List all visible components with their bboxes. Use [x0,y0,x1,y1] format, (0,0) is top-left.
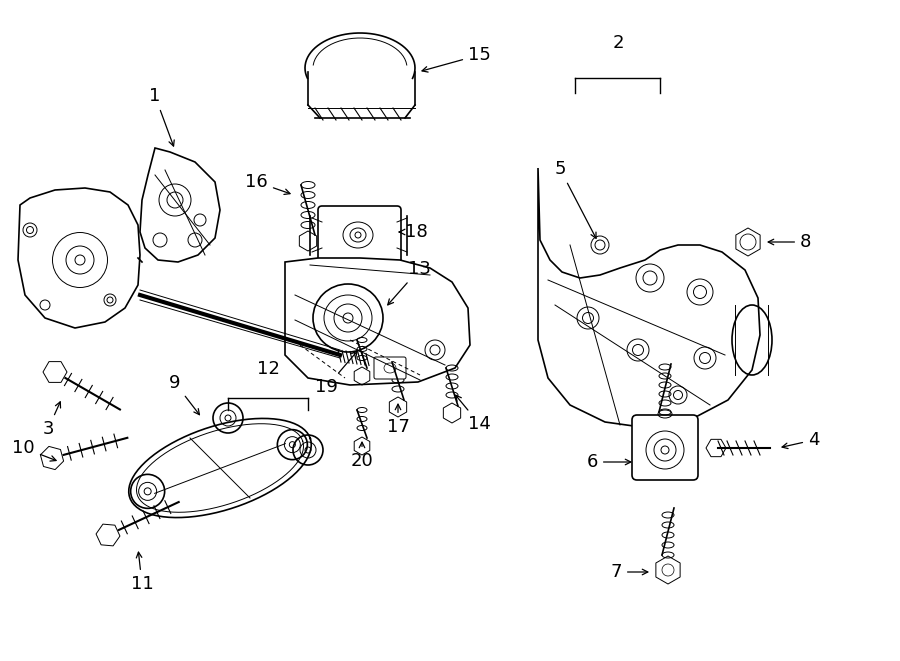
Text: 2: 2 [612,34,624,52]
Text: 18: 18 [399,223,427,241]
Text: 11: 11 [130,552,153,593]
Text: 8: 8 [769,233,812,251]
FancyBboxPatch shape [632,415,698,480]
Text: 17: 17 [387,404,410,436]
Text: 14: 14 [455,395,490,433]
Text: 5: 5 [554,160,596,239]
Polygon shape [538,168,760,428]
Text: 6: 6 [587,453,631,471]
Text: 7: 7 [610,563,648,581]
Text: 16: 16 [245,173,290,194]
FancyBboxPatch shape [318,206,401,264]
Text: 12: 12 [256,360,279,378]
Text: 9: 9 [169,374,200,414]
Text: 15: 15 [422,46,490,72]
Polygon shape [285,258,470,385]
FancyBboxPatch shape [374,357,406,379]
Text: 3: 3 [42,402,60,438]
Text: 1: 1 [149,87,175,146]
Text: 4: 4 [782,431,820,449]
Text: 20: 20 [351,442,374,470]
Text: 13: 13 [388,260,431,305]
Text: 10: 10 [13,439,56,461]
Text: 19: 19 [315,351,357,396]
